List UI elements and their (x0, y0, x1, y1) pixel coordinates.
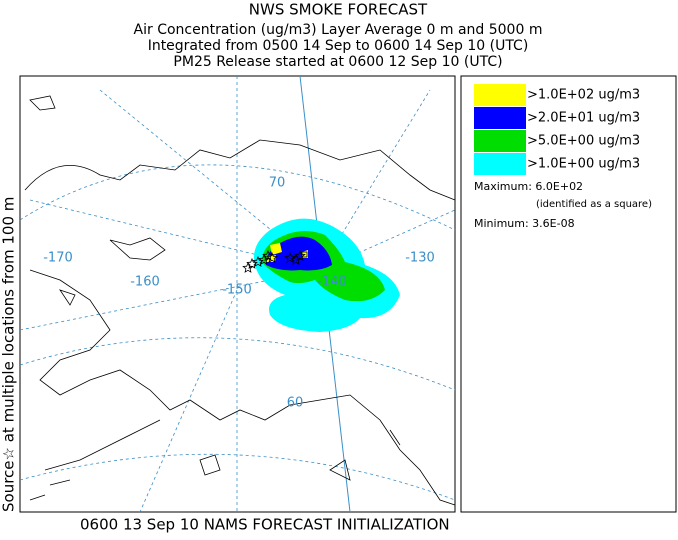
graticule-label: 70 (269, 176, 286, 191)
subtitle: Air Concentration (ug/m3) Layer Average … (134, 22, 543, 38)
legend-label: >2.0E+01 ug/m3 (527, 111, 640, 126)
legend-swatch (474, 153, 526, 175)
source-star (266, 251, 278, 263)
subtitle: Integrated from 0500 14 Sep to 0600 14 S… (148, 38, 529, 54)
legend-label: >1.0E+00 ug/m3 (527, 157, 640, 172)
legend-swatch (474, 84, 526, 106)
legend-label: >5.0E+00 ug/m3 (527, 134, 640, 149)
maximum-square (301, 251, 308, 258)
graticule-label: 60 (287, 396, 304, 411)
legend-swatch (474, 130, 526, 152)
coastline (24, 95, 456, 506)
source-markers (242, 249, 308, 273)
plume-contour (266, 243, 308, 262)
legend-swatch (474, 107, 526, 129)
smoke-plume (254, 218, 400, 332)
graticule-line (19, 453, 456, 501)
legend-minimum: Minimum: 3.6E-08 (474, 217, 575, 230)
source-star (294, 249, 306, 261)
source-star (284, 251, 296, 263)
subtitle: PM25 Release started at 0600 12 Sep 10 (… (173, 54, 502, 70)
graticule-label: -170 (43, 251, 73, 266)
legend-maximum: Maximum: 6.0E+02 (474, 180, 583, 193)
graticule-label: -160 (130, 275, 160, 290)
legend-maximum-note: (identified as a square) (536, 199, 652, 210)
side-label: Source☆ at multiple locations from 100 m (0, 197, 18, 512)
graticule-label: -130 (405, 251, 435, 266)
footer: 0600 13 Sep 10 NAMS FORECAST INITIALIZAT… (80, 516, 450, 534)
graticule-line (319, 89, 431, 271)
title: NWS SMOKE FORECAST (249, 1, 428, 19)
legend-label: >1.0E+02 ug/m3 (527, 88, 640, 103)
graticule-line (19, 337, 456, 391)
graticule-label: -140 (317, 275, 347, 290)
graticule-label: -150 (222, 283, 252, 298)
